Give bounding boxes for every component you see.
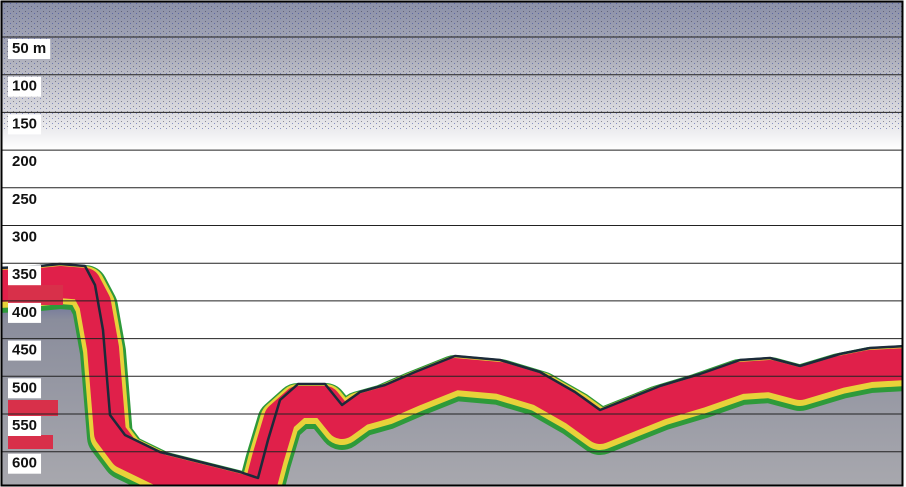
label-box [8,265,42,286]
side-echo [8,400,58,416]
depth-label: 150 [12,115,37,132]
depth-label: 300 [12,228,37,245]
depth-label: 400 [12,304,37,321]
side-echo [8,435,53,449]
label-box [8,114,42,135]
label-box [8,227,42,248]
side-echo [8,285,63,305]
label-box [8,453,42,474]
label-box [8,152,42,173]
surface-speckle [2,2,902,130]
label-box [8,302,42,323]
depth-label: 50 m [12,40,46,57]
label-box [8,189,42,210]
label-box [8,416,42,436]
depth-label: 100 [12,78,37,95]
label-box [8,340,42,361]
seabed-top [2,262,902,480]
depth-label: 450 [12,342,37,359]
label-box [8,39,51,59]
depth-grid: 50 m 100 150 200 250 300 350 400 450 500 550 600 [2,36,903,474]
depth-label: 200 [12,153,37,170]
depth-label: 500 [12,379,37,396]
seabed-red [2,266,902,485]
depth-label: 350 [12,266,37,283]
depth-label: 600 [12,455,37,472]
depth-label: 250 [12,191,37,208]
label-box [8,76,42,97]
depth-label: 550 [12,417,37,434]
label-box [8,378,42,399]
